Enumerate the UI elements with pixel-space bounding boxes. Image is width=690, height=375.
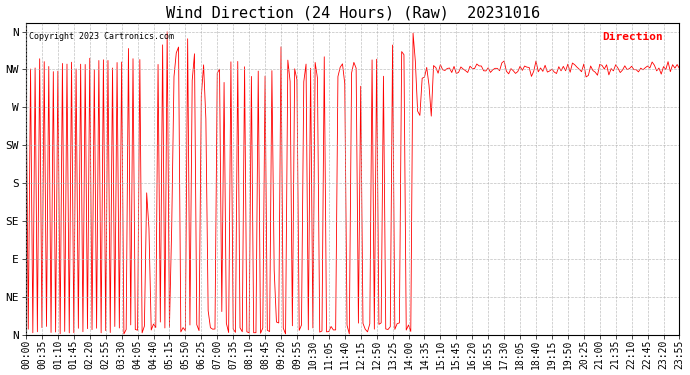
Text: Copyright 2023 Cartronics.com: Copyright 2023 Cartronics.com [29,33,175,42]
Text: Direction: Direction [602,33,663,42]
Title: Wind Direction (24 Hours) (Raw)  20231016: Wind Direction (24 Hours) (Raw) 20231016 [166,6,540,21]
